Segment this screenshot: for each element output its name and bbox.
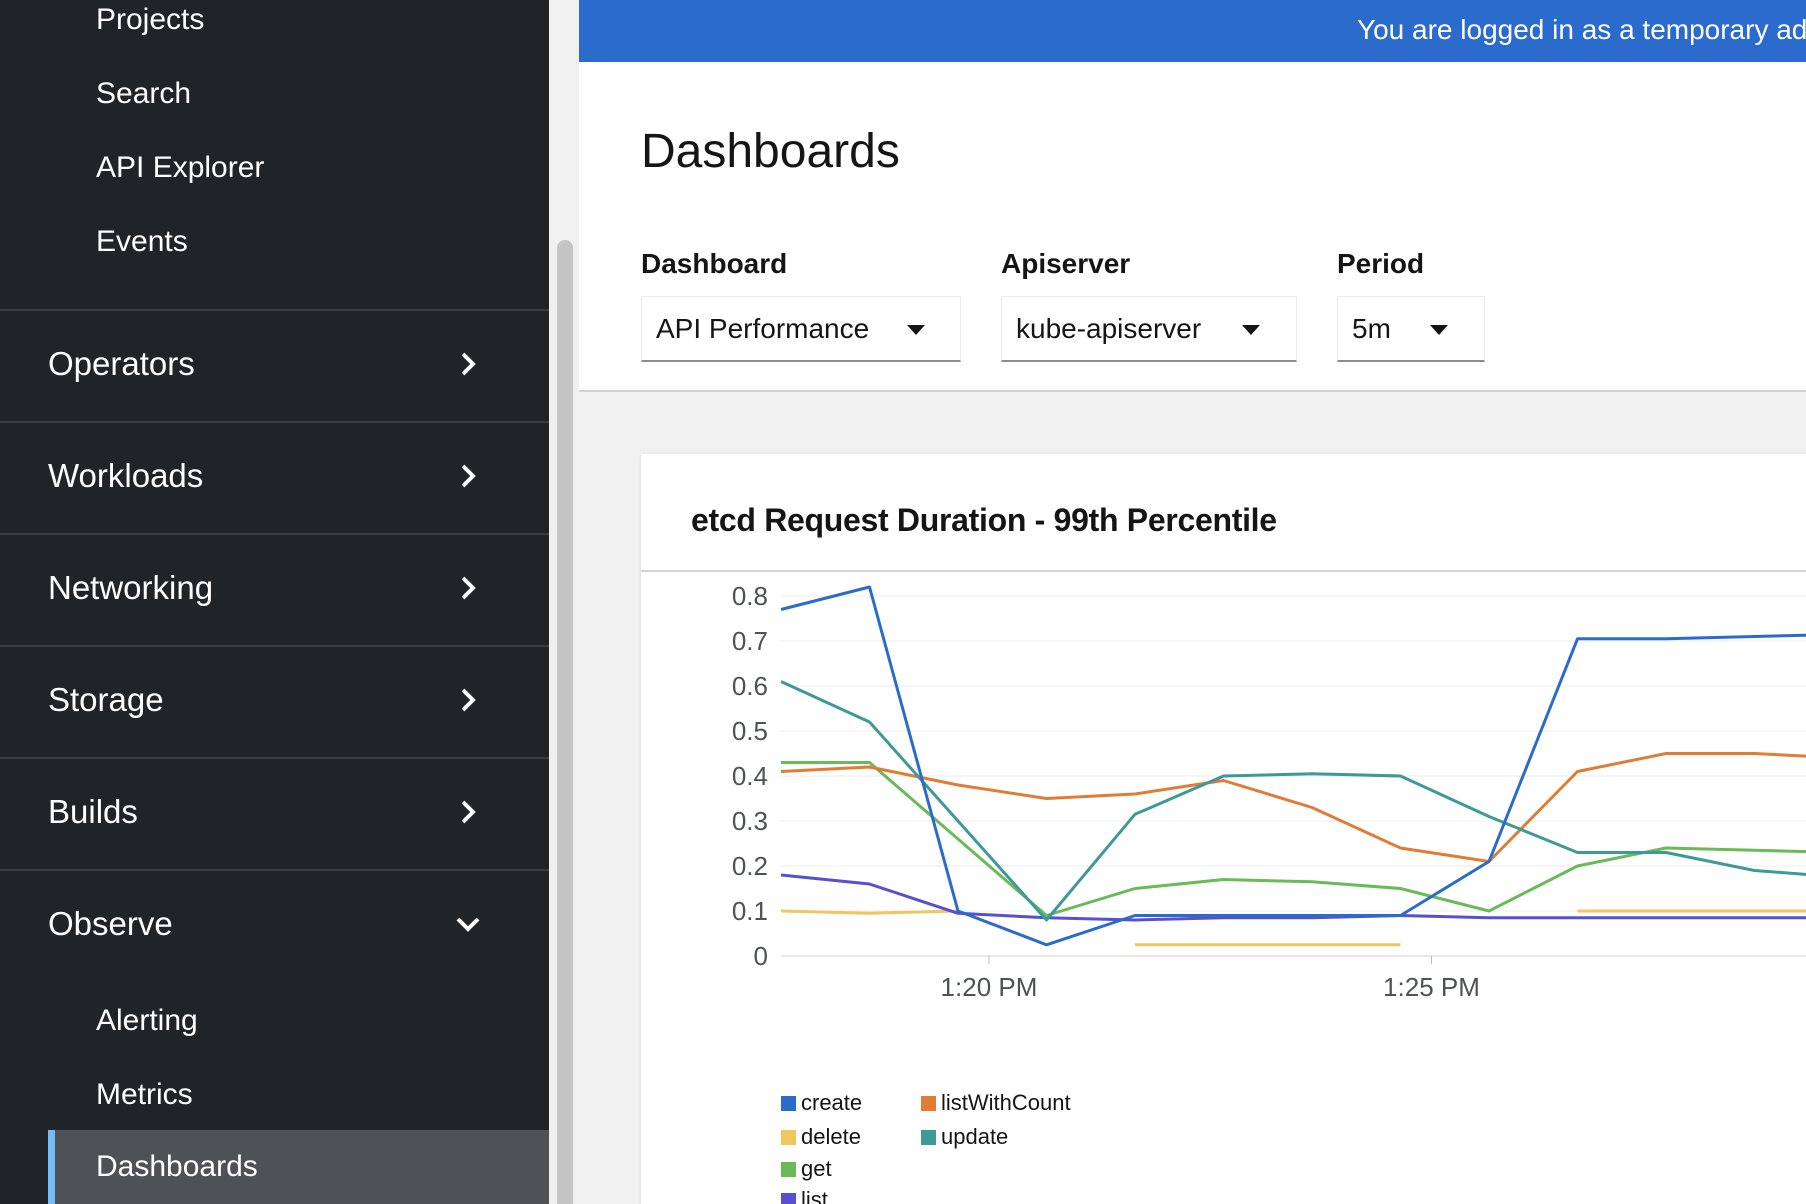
legend-label: listWithCount <box>941 1090 1071 1115</box>
dashboard-select-value: API Performance <box>656 313 870 344</box>
series-line-create <box>780 585 1806 947</box>
dashboard-select[interactable]: API Performance <box>641 296 961 362</box>
y-tick-label: 0.8 <box>732 581 768 611</box>
series-line-update <box>780 680 1806 922</box>
sidebar-item-api-explorer[interactable]: API Explorer <box>96 151 265 184</box>
legend-swatch <box>781 1130 796 1145</box>
legend-swatch <box>781 1193 796 1204</box>
sidebar-nav: Projects Search API Explorer Events Oper… <box>0 0 549 1204</box>
legend-label: list <box>801 1187 828 1204</box>
caret-down-icon <box>1242 325 1260 335</box>
sidebar-section-label: Observe <box>48 905 173 942</box>
sidebar-item-search[interactable]: Search <box>96 77 192 110</box>
series-line-get <box>781 761 1806 917</box>
apiserver-select[interactable]: kube-apiserver <box>1001 296 1297 362</box>
legend-label: update <box>941 1124 1009 1149</box>
legend-item-delete[interactable]: delete <box>781 1124 861 1150</box>
series-line-delete <box>780 909 959 915</box>
legend-item-update[interactable]: update <box>921 1124 1008 1150</box>
page-title: Dashboards <box>641 125 900 178</box>
apiserver-filter-label: Apiserver <box>1001 248 1131 279</box>
chevron-right-icon <box>461 800 476 824</box>
period-select-value: 5m <box>1352 313 1391 344</box>
sidebar-section-storage[interactable]: Storage <box>0 645 549 757</box>
sidebar-item-label: Dashboards <box>96 1150 258 1183</box>
apiserver-select-value: kube-apiserver <box>1016 313 1202 344</box>
legend-item-list[interactable]: list <box>781 1187 828 1204</box>
dashboard-filter-label: Dashboard <box>641 248 788 279</box>
banner-text: You are logged in as a temporary adr <box>1357 14 1806 45</box>
x-tick-label: 1:20 PM <box>941 972 1038 1002</box>
sidebar-section-label: Operators <box>48 345 195 382</box>
chevron-right-icon <box>461 576 476 600</box>
legend-swatch <box>921 1130 936 1145</box>
legend-label: get <box>801 1156 832 1181</box>
sidebar-section-networking[interactable]: Networking <box>0 533 549 645</box>
y-tick-label: 0.1 <box>732 896 768 926</box>
caret-down-icon <box>1430 325 1448 335</box>
main-content: You are logged in as a temporary adr Das… <box>579 0 1806 1204</box>
legend-item-get[interactable]: get <box>781 1156 832 1182</box>
y-tick-label: 0.3 <box>732 806 768 836</box>
sidebar-item-metrics[interactable]: Metrics <box>96 1078 193 1111</box>
legend-swatch <box>781 1162 796 1177</box>
series-line-list <box>780 873 1806 922</box>
sidebar-item-dashboards[interactable]: Dashboards <box>48 1130 549 1204</box>
chevron-down-icon <box>456 917 480 932</box>
y-tick-label: 0.5 <box>732 716 768 746</box>
sidebar-section-builds[interactable]: Builds <box>0 757 549 869</box>
legend-swatch <box>781 1096 796 1111</box>
y-tick-label: 0.7 <box>732 626 768 656</box>
y-tick-label: 0.6 <box>732 671 768 701</box>
sidebar-section-label: Networking <box>48 569 214 606</box>
caret-down-icon <box>907 325 925 335</box>
scrollbar-thumb[interactable] <box>557 240 573 1204</box>
dashboard-card: etcd Request Duration - 99th Percentile … <box>641 454 1806 1204</box>
sidebar-section-operators[interactable]: Operators <box>0 309 549 421</box>
sidebar-section-label: Builds <box>48 793 138 830</box>
card-title: etcd Request Duration - 99th Percentile <box>691 502 1277 538</box>
legend-label: create <box>801 1090 863 1115</box>
legend-label: delete <box>801 1124 861 1149</box>
chevron-right-icon <box>461 352 476 376</box>
sidebar-section-label: Workloads <box>48 457 204 494</box>
legend-item-create[interactable]: create <box>781 1090 862 1116</box>
period-filter-label: Period <box>1337 248 1425 279</box>
series-line-listwithcount <box>780 752 1806 863</box>
page-header: Dashboards Dashboard API Performance Api… <box>579 62 1806 392</box>
sidebar-item-events[interactable]: Events <box>96 225 188 258</box>
sidebar-section-label: Storage <box>48 681 164 718</box>
sidebar-item-alerting[interactable]: Alerting <box>96 1004 198 1037</box>
chevron-right-icon <box>461 688 476 712</box>
card-header: etcd Request Duration - 99th Percentile <box>641 454 1806 572</box>
etcd-request-duration-chart: 0 0.1 0.2 0.3 0.4 0.5 0.6 0.7 0.8 1:20 PM 1:25 PM <box>732 581 1806 1002</box>
y-tick-label: 0.4 <box>732 761 768 791</box>
y-tick-label: 0.2 <box>732 851 768 881</box>
legend-swatch <box>921 1096 936 1111</box>
period-select[interactable]: 5m <box>1337 296 1485 362</box>
y-tick-label: 0 <box>754 941 768 971</box>
temporary-admin-banner: You are logged in as a temporary adr <box>579 0 1806 62</box>
sidebar-section-workloads[interactable]: Workloads <box>0 421 549 533</box>
sidebar-item-projects[interactable]: Projects <box>96 3 205 36</box>
chevron-right-icon <box>461 464 476 488</box>
x-tick-label: 1:25 PM <box>1383 972 1480 1002</box>
sidebar-section-observe[interactable]: Observe <box>0 869 549 981</box>
legend-item-listwithcount[interactable]: listWithCount <box>921 1090 1071 1116</box>
